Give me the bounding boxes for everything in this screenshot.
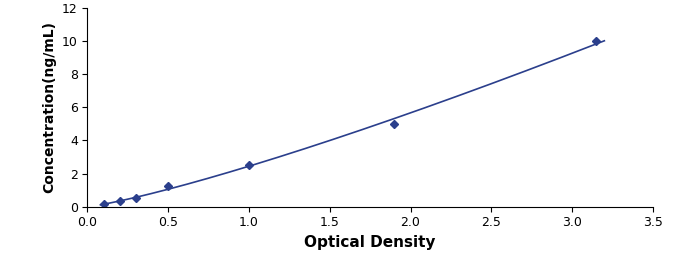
Y-axis label: Concentration(ng/mL): Concentration(ng/mL) bbox=[42, 21, 57, 193]
X-axis label: Optical Density: Optical Density bbox=[304, 235, 436, 250]
